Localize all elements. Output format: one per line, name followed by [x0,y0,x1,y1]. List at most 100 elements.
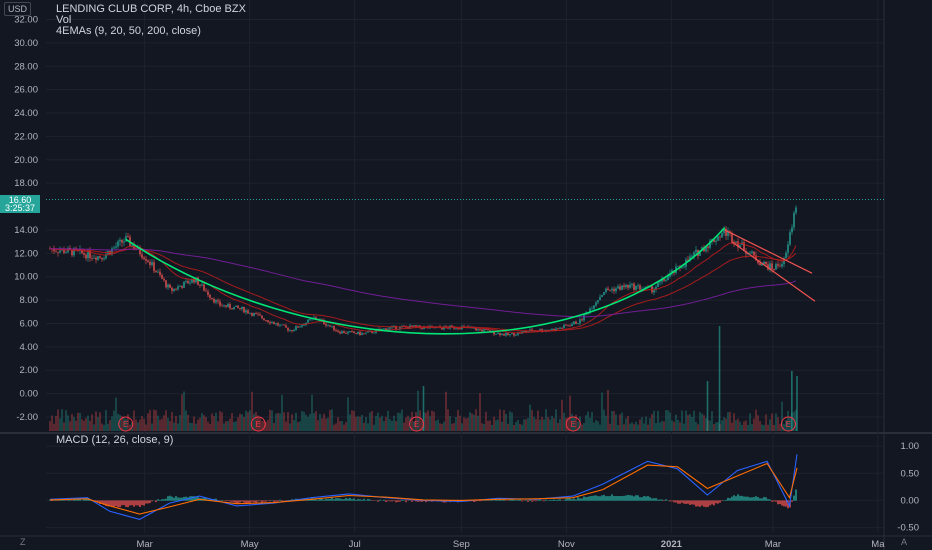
candle-body [349,331,351,332]
volume-bar [241,414,243,431]
volume-bar [133,410,135,431]
macd-histogram-bar [163,499,165,501]
candle-body [503,333,505,336]
volume-bar [213,416,215,431]
candle-body [687,259,689,261]
volume-bar [487,420,489,431]
candle-body [501,333,503,336]
volume-bar [209,423,211,431]
macd-histogram-bar [791,500,793,502]
volume-bar [651,414,653,431]
macd-histogram-bar [329,498,331,501]
time-tick-label: Mar [136,539,152,550]
candle-body [759,263,761,266]
zoom-button[interactable]: Z [20,537,26,547]
macd-histogram-bar [113,500,115,507]
volume-bar [665,410,667,431]
macd-histogram-bar [479,500,481,502]
macd-histogram-bar [653,498,655,501]
auto-scale-button[interactable]: A [901,537,908,547]
macd-histogram-bar [339,498,341,501]
macd-histogram-bar [139,500,141,508]
macd-histogram-bar [337,498,339,501]
candle-body [487,329,489,331]
macd-histogram-bar [665,499,667,501]
volume-bar [613,411,615,431]
candle-body [555,328,557,331]
macd-histogram-bar [553,499,555,501]
macd-histogram-bar [103,500,105,506]
candle-body [517,332,519,335]
earnings-marker [780,416,796,432]
last-price-value: 16.60 [8,195,32,205]
volume-bar [315,411,317,431]
volume-bar [97,417,99,431]
candle-body [539,329,541,332]
macd-histogram-bar [773,500,775,502]
candle-body [627,284,629,288]
candle-body [737,241,739,248]
macd-histogram-bar [241,500,243,502]
macd-histogram-bar [639,497,641,501]
volume-bar [147,413,149,431]
ema-legend[interactable]: 4EMAs (9, 20, 50, 200, close) [56,25,201,37]
macd-legend[interactable]: MACD (12, 26, close, 9) [56,434,174,446]
candle-body [239,307,241,309]
volume-bar [501,421,503,431]
candle-body [123,241,125,243]
candle-body [695,250,697,253]
volume-bar [499,409,501,431]
volume-bar [485,411,487,431]
macd-histogram-bar [705,500,707,508]
candle-body [327,325,329,327]
macd-histogram-bar [557,499,559,501]
volume-bar [91,414,93,431]
candle-body [719,236,721,238]
volume-legend[interactable]: Vol [56,14,72,26]
candle-body [751,251,753,253]
macd-histogram-bar [573,498,575,501]
price-tick-label: 30.00 [14,38,38,49]
macd-histogram-bar [565,498,567,501]
currency-label[interactable]: USD [4,2,32,16]
volume-bar [177,423,179,431]
candle-body [605,288,607,293]
candle-body [201,284,203,286]
last-price-tag: 16.60 3:25:37 [0,195,40,213]
macd-histogram-bar [135,500,137,506]
macd-histogram-bar [747,496,749,501]
volume-bar [627,416,629,431]
candle-body [629,284,631,288]
volume-bar [519,423,521,431]
macd-histogram-bar [383,499,385,501]
macd-histogram-bar [613,495,615,501]
candle-body [795,207,797,213]
volume-bar [199,417,201,431]
candle-body [755,255,757,261]
candle-body [57,251,59,253]
candle-body [715,240,717,242]
candle-body [399,326,401,330]
candle-body [389,327,391,329]
volume-bar [389,419,391,431]
candle-body [117,241,119,247]
candle-body [225,305,227,307]
price-tick-label: 26.00 [14,85,38,96]
volume-bar [637,424,639,431]
macd-histogram-bar [377,500,379,502]
macd-histogram-bar [57,500,59,501]
volume-bar [787,410,789,431]
macd-histogram-bar [323,499,325,501]
macd-histogram-bar [101,500,103,504]
volume-bar [629,423,631,431]
price-tick-label: 28.00 [14,61,38,72]
volume-bar [663,421,665,431]
volume-bar [467,417,469,431]
volume-bar [445,391,447,431]
candle-body [347,331,349,334]
macd-histogram-bar [231,500,233,502]
volume-bar [497,419,499,431]
candle-body [251,313,253,316]
candle-body [709,240,711,248]
